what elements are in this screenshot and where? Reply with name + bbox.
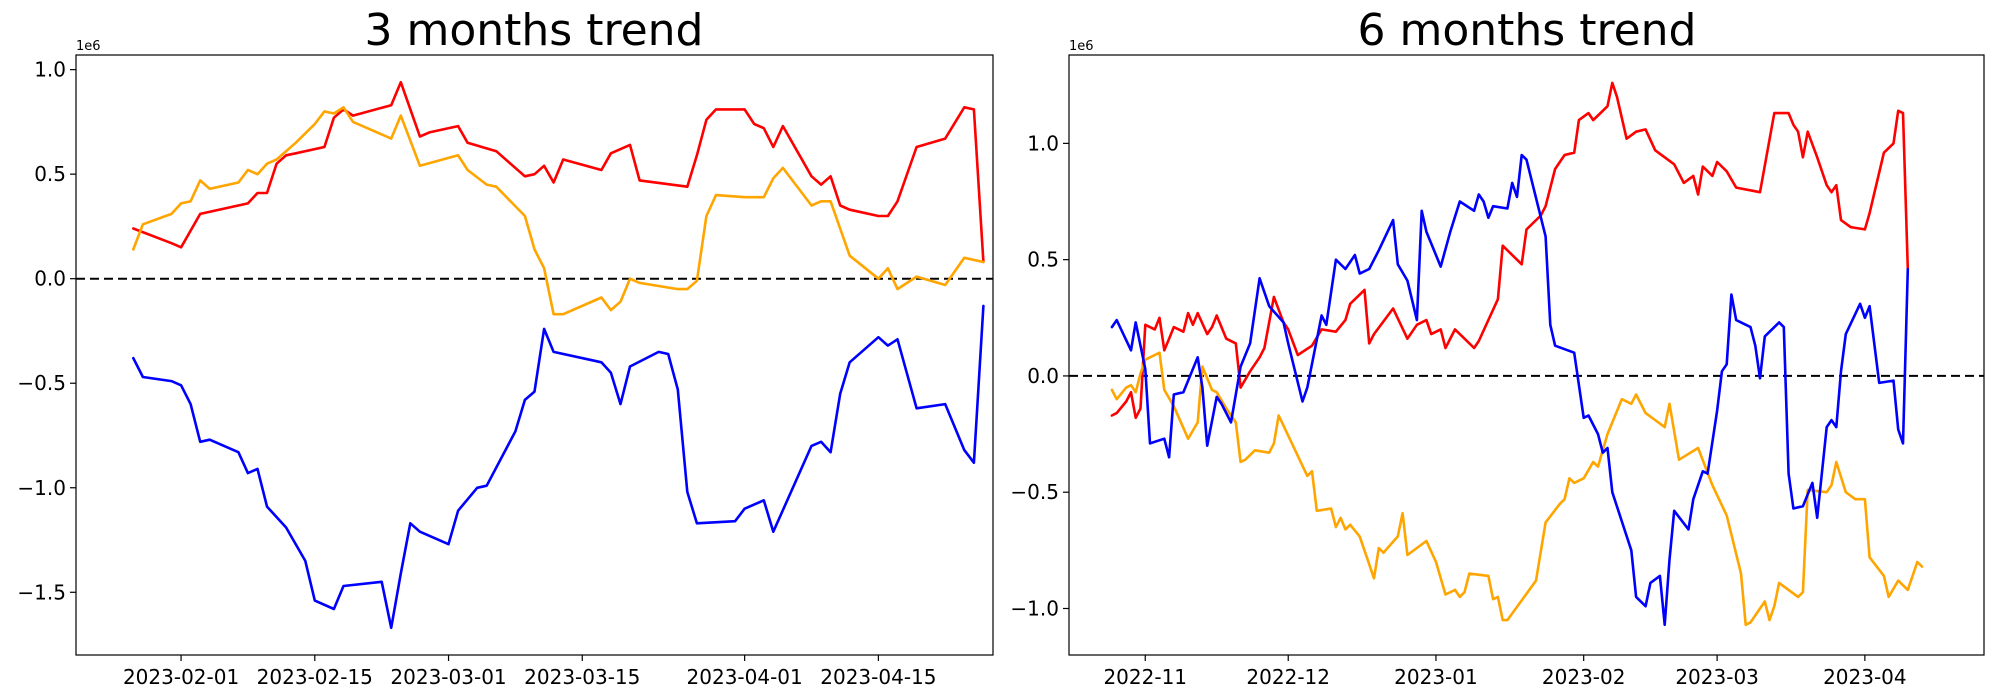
chart-panel-1: 3 months trend 1e6 1.0 0.5 0.0 −0.5 −1.0 −1.5 20… [17, 5, 994, 689]
x-tick-label: 2023-04 [1823, 665, 1907, 689]
y-tick-label: −0.5 [1010, 480, 1059, 504]
y-tick-label: −1.5 [17, 580, 66, 604]
series-line-1 [132, 80, 985, 264]
x-tick-label: 2023-04-01 [687, 665, 803, 689]
x-tick-label: 2022-12 [1246, 665, 1330, 689]
x-tick-label: 2023-03 [1675, 665, 1759, 689]
y-tick-label: 0.5 [34, 162, 66, 186]
series-line-3 [132, 304, 985, 630]
series-line-1 [1110, 81, 1910, 420]
chart-panel-2: 6 months trend 1e6 1.0 0.5 0.0 −0.5 −1.0 2022-1… [1010, 5, 1985, 689]
series-line-3 [1110, 153, 1910, 627]
x-tick-label: 2023-02-01 [123, 665, 239, 689]
x-tick-label: 2023-02-15 [257, 665, 373, 689]
y-axis-offset-label: 1e6 [76, 39, 101, 54]
y-tick-label: 0.5 [1027, 248, 1059, 272]
x-tick-label: 2023-03-15 [524, 665, 640, 689]
x-tick-label: 2023-03-01 [390, 665, 506, 689]
y-axis-offset-label: 1e6 [1069, 39, 1094, 54]
x-tick-label: 2023-02 [1542, 665, 1626, 689]
chart-title: 3 months trend [365, 5, 704, 56]
y-tick-label: −0.5 [17, 371, 66, 395]
y-tick-label: 1.0 [34, 58, 66, 82]
chart-title: 6 months trend [1358, 5, 1697, 56]
y-tick-label: 0.0 [34, 267, 66, 291]
y-tick-label: 0.0 [1027, 364, 1059, 388]
y-tick-label: −1.0 [1010, 596, 1059, 620]
plot-frame [1068, 54, 1985, 656]
plot-frame [75, 54, 994, 656]
y-tick-label: −1.0 [17, 476, 66, 500]
series-line-2 [132, 106, 985, 316]
y-tick-label: 1.0 [1027, 131, 1059, 155]
x-tick-label: 2023-01 [1394, 665, 1478, 689]
x-tick-label: 2023-04-15 [820, 665, 936, 689]
x-tick-label: 2022-11 [1103, 665, 1187, 689]
